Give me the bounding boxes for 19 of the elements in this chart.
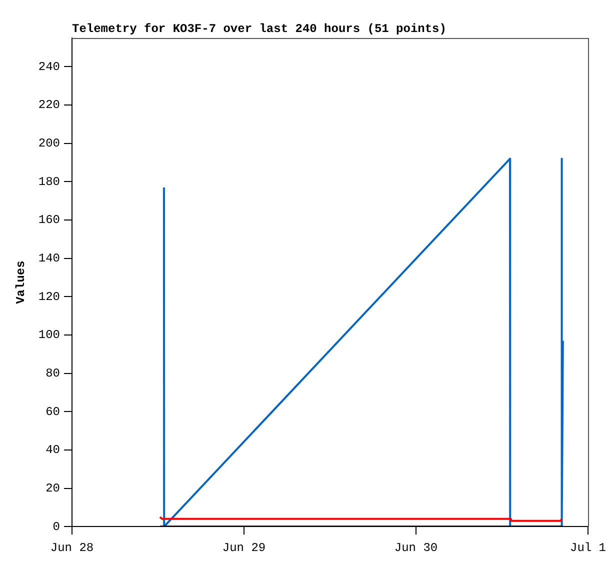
y-tick-label: 120 — [38, 290, 60, 304]
y-tick-label: 100 — [38, 328, 60, 342]
x-tick-label: Jun 30 — [394, 540, 438, 555]
y-tick-label: 180 — [38, 174, 60, 189]
y-tick-label: 80 — [46, 366, 60, 380]
y-axis-title: Values — [14, 260, 28, 304]
x-tick-label: Jun 28 — [50, 540, 94, 555]
y-tick-label: 240 — [38, 60, 60, 74]
y-tick-label: 60 — [46, 404, 60, 419]
x-tick-label: Jul 1 — [570, 540, 606, 555]
y-tick-label: 140 — [38, 252, 60, 266]
y-tick-label: 220 — [38, 98, 60, 112]
y-tick-label: 20 — [46, 481, 60, 496]
x-tick-label: Jun 29 — [222, 540, 266, 555]
y-tick-label: 160 — [38, 213, 60, 228]
y-tick-label: 40 — [46, 443, 60, 458]
y-tick-label: 0 — [52, 520, 60, 534]
chart-title: Telemetry for KO3F-7 over last 240 hours (51 points) — [72, 22, 446, 36]
y-tick-label: 200 — [38, 136, 60, 151]
